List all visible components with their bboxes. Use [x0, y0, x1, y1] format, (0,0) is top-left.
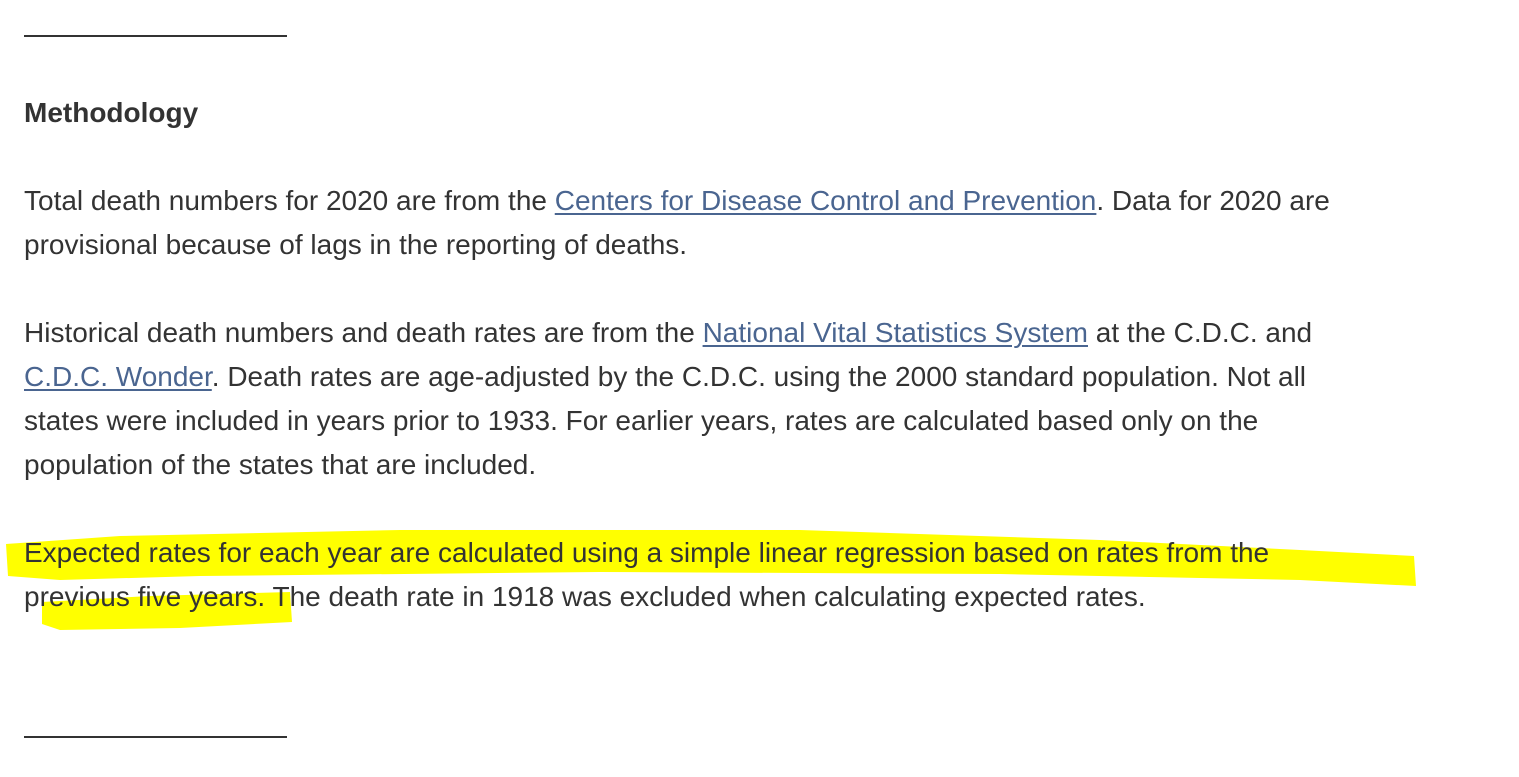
- bottom-divider: [24, 736, 287, 738]
- highlighted-line: Expected rates for each year are calcula…: [24, 537, 1270, 568]
- paragraph-line: C.D.C. Wonder. Death rates are age-adjus…: [24, 355, 1504, 399]
- paragraph-line: population of the states that are includ…: [24, 449, 537, 480]
- section-heading: Methodology: [24, 97, 199, 128]
- cdc-link[interactable]: Centers for Disease Control and Preventi…: [554, 185, 1097, 216]
- nvss-link[interactable]: National Vital Statistics System: [702, 317, 1088, 348]
- text-span: The death rate in 1918 was excluded when…: [265, 581, 1146, 612]
- paragraph-line: provisional because of lags in the repor…: [24, 229, 688, 260]
- paragraph-expected-rates: Expected rates for each year are calcula…: [24, 531, 1504, 619]
- text-span: . Death rates are age-adjusted by the C.…: [211, 361, 1307, 392]
- text-span: at the C.D.C. and: [1088, 317, 1313, 348]
- text-span: . Data for 2020 are: [1096, 185, 1330, 216]
- paragraph-data-source: Total death numbers for 2020 are from th…: [24, 179, 1504, 267]
- highlighted-text: previous five years.: [24, 581, 266, 612]
- paragraph-line: states were included in years prior to 1…: [24, 405, 1259, 436]
- text-span: Historical death numbers and death rates…: [24, 317, 703, 348]
- paragraph-line: previous five years. The death rate in 1…: [24, 575, 1504, 619]
- top-divider: [24, 35, 287, 37]
- paragraph-line: Historical death numbers and death rates…: [24, 311, 1504, 355]
- cdc-wonder-link[interactable]: C.D.C. Wonder: [24, 361, 212, 392]
- text-span: Total death numbers for 2020 are from th…: [24, 185, 555, 216]
- paragraph-line: Total death numbers for 2020 are from th…: [24, 179, 1504, 223]
- paragraph-historical-data: Historical death numbers and death rates…: [24, 311, 1504, 487]
